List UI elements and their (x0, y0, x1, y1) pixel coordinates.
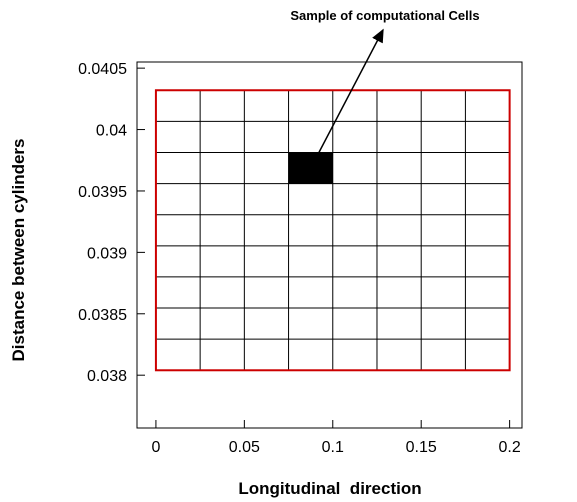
annotation: Sample of computational Cells (290, 8, 479, 23)
y-tick-label: 0.04 (96, 123, 127, 140)
mesh-border (154, 89, 511, 372)
y-tick-label: 0.0395 (78, 184, 127, 201)
x-tick-label: 0.15 (406, 439, 437, 456)
y-axis-label: Distance between cylinders (9, 139, 28, 362)
plot-frame (136, 61, 523, 429)
y-tick-label: 0.0385 (78, 307, 127, 324)
x-tick-label: 0 (151, 439, 160, 456)
x-axis-label: Longitudinal direction (238, 479, 421, 498)
x-tick-label: 0.05 (229, 439, 260, 456)
y-tick-label: 0.0405 (78, 61, 127, 78)
arrow (310, 28, 384, 169)
y-tick-label: 0.039 (87, 245, 127, 262)
x-tick-label: 0.1 (322, 439, 344, 456)
x-tick-label: 0.2 (498, 439, 520, 456)
y-tick-label: 0.038 (87, 368, 127, 385)
